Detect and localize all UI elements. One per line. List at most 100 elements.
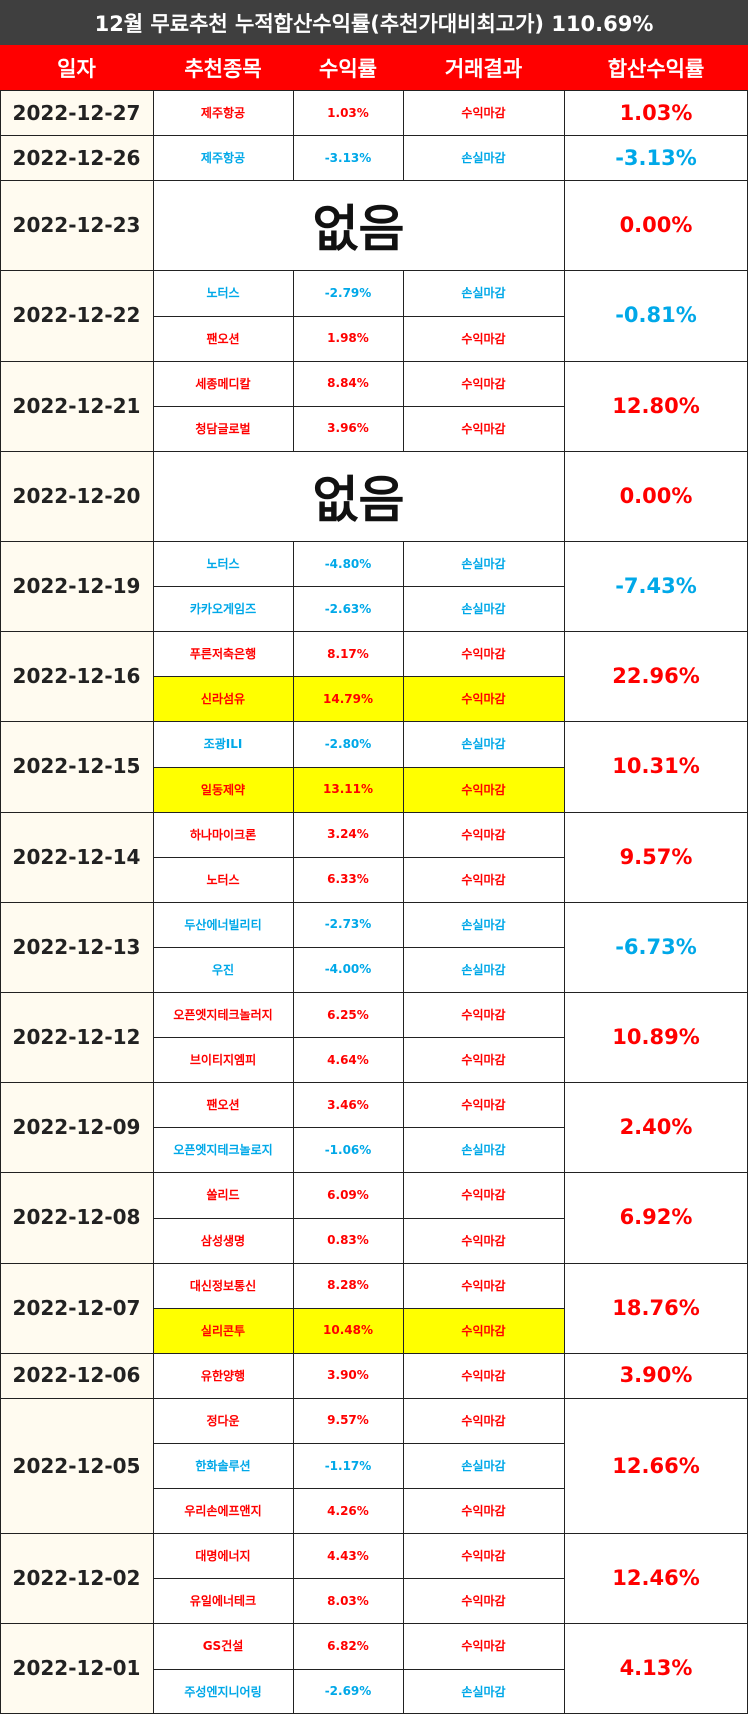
group-divider <box>0 1397 748 1399</box>
page-title: 12월 무료추천 누적합산수익률(추천가대비최고가) 110.69% <box>0 0 748 45</box>
column-divider <box>403 811 404 902</box>
date-cell: 2022-12-12 <box>0 992 153 1083</box>
column-divider <box>293 135 294 181</box>
return-rate-cell: 1.98% <box>327 331 369 346</box>
total-return-cell: 6.92% <box>619 1205 693 1230</box>
column-divider <box>564 270 565 361</box>
group-divider <box>0 1352 748 1354</box>
return-rate-cell: -2.73% <box>324 917 372 932</box>
return-rate-cell: 4.26% <box>327 1503 369 1518</box>
return-rate-cell: 4.43% <box>327 1548 369 1563</box>
trade-result-cell: 수익마감 <box>461 421 506 436</box>
stock-name-cell: 브이티지엠피 <box>189 1053 257 1068</box>
stock-name-cell: 팬오션 <box>206 1098 240 1113</box>
return-rate-cell: 3.24% <box>327 827 369 842</box>
column-divider <box>564 360 565 451</box>
return-rate-cell: 4.64% <box>327 1052 369 1067</box>
row-divider <box>153 586 564 588</box>
trade-result-cell: 수익마감 <box>461 1188 506 1203</box>
trade-result-cell: 수익마감 <box>461 1053 506 1068</box>
date-cell: 2022-12-19 <box>0 541 153 632</box>
column-divider <box>293 901 294 992</box>
date-cell: 2022-12-20 <box>0 450 153 541</box>
return-rate-cell: -4.80% <box>324 556 372 571</box>
column-divider <box>153 1172 154 1263</box>
column-divider <box>564 1352 565 1398</box>
total-return-cell: -0.81% <box>615 303 697 328</box>
header-date: 일자 <box>0 45 153 90</box>
trade-result-cell: 수익마감 <box>461 827 506 842</box>
column-divider <box>153 631 154 722</box>
column-divider <box>293 1082 294 1173</box>
date-cell: 2022-12-26 <box>0 135 153 181</box>
column-divider <box>403 1082 404 1173</box>
row-divider <box>153 1488 564 1490</box>
return-rate-cell: 3.96% <box>327 421 369 436</box>
column-divider <box>403 631 404 722</box>
date-cell: 2022-12-07 <box>0 1262 153 1353</box>
total-return-cell: 1.03% <box>619 100 693 125</box>
trade-result-cell: 손실마감 <box>461 737 506 752</box>
column-divider <box>293 721 294 812</box>
column-divider <box>293 270 294 361</box>
column-divider <box>564 992 565 1083</box>
trade-result-cell: 수익마감 <box>461 1008 506 1023</box>
return-rate-cell: 1.03% <box>327 105 369 120</box>
return-rate-cell: 8.28% <box>327 1278 369 1293</box>
column-divider <box>403 360 404 451</box>
stock-name-cell: 두산에너빌리티 <box>184 917 262 932</box>
column-divider <box>564 90 565 136</box>
column-divider <box>403 721 404 812</box>
group-divider <box>0 901 748 903</box>
column-divider <box>153 1623 154 1714</box>
trade-result-cell: 수익마감 <box>403 676 564 722</box>
column-divider <box>293 90 294 136</box>
trade-result-cell: 수익마감 <box>461 1413 506 1428</box>
trade-result-cell: 손실마감 <box>461 962 506 977</box>
trade-result-cell: 수익마감 <box>461 872 506 887</box>
stock-name-cell: 노터스 <box>206 286 240 301</box>
return-rate-cell: 10.48% <box>293 1307 403 1353</box>
column-divider <box>564 1262 565 1353</box>
row-divider <box>153 1443 564 1444</box>
date-cell: 2022-12-08 <box>0 1172 153 1263</box>
row-divider <box>153 676 564 678</box>
total-return-cell: 12.66% <box>612 1453 700 1478</box>
stock-name-cell: 대신정보통신 <box>189 1278 257 1293</box>
date-cell: 2022-12-27 <box>0 90 153 136</box>
date-cell: 2022-12-01 <box>0 1623 153 1714</box>
column-divider <box>403 1262 404 1353</box>
row-divider <box>153 405 564 407</box>
row-divider <box>153 315 564 317</box>
stock-name-cell: 쏠리드 <box>206 1188 240 1203</box>
column-divider <box>403 1172 404 1263</box>
column-divider <box>153 135 154 181</box>
date-cell: 2022-12-13 <box>0 901 153 992</box>
trade-result-cell: 손실마감 <box>461 557 506 572</box>
column-divider <box>153 1082 154 1173</box>
return-rate-cell: -2.80% <box>324 736 372 751</box>
return-rate-cell: -1.17% <box>324 1458 372 1473</box>
column-divider <box>403 1352 404 1398</box>
trade-result-cell: 수익마감 <box>461 1504 506 1519</box>
stock-name-cell: 주성엔지니어링 <box>184 1684 262 1699</box>
total-return-cell: 0.00% <box>619 483 693 508</box>
total-return-cell: 10.89% <box>612 1025 700 1050</box>
date-cell: 2022-12-05 <box>0 1397 153 1534</box>
return-rate-cell: 8.84% <box>327 376 369 391</box>
stock-name-cell: 청담글로벌 <box>195 421 251 436</box>
column-divider <box>153 811 154 902</box>
column-divider <box>153 721 154 812</box>
group-divider <box>0 270 748 272</box>
table-bottom-border <box>0 1712 748 1714</box>
stock-name-cell: 대명에너지 <box>195 1549 251 1564</box>
stock-name-cell: 조광ILI <box>203 737 243 752</box>
return-rate-cell: 6.25% <box>327 1007 369 1022</box>
return-rate-cell: 14.79% <box>293 676 403 722</box>
column-divider <box>564 811 565 902</box>
no-recommendation-label: 없음 <box>153 180 564 271</box>
total-return-cell: -3.13% <box>615 145 697 170</box>
trade-result-cell: 수익마감 <box>461 376 506 391</box>
column-divider <box>293 1352 294 1398</box>
row-divider <box>153 1037 564 1039</box>
